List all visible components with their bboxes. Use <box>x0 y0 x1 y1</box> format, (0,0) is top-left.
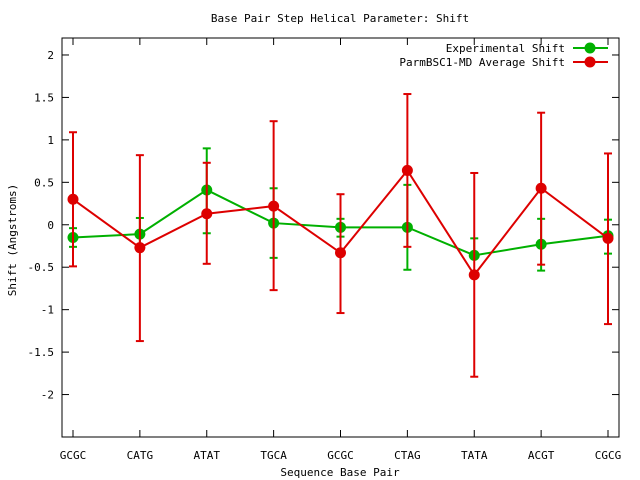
legend-label: Experimental Shift <box>446 42 565 55</box>
data-point <box>401 164 413 176</box>
y-tick-label: 0.5 <box>34 176 54 189</box>
x-tick-label: CATG <box>127 449 154 462</box>
y-tick-label: -1.5 <box>28 346 55 359</box>
legend-swatch-marker <box>584 56 596 68</box>
legend-label: ParmBSC1-MD Average Shift <box>399 56 565 69</box>
y-tick-label: 0 <box>47 219 54 232</box>
data-point <box>67 193 79 205</box>
plot-area: 2 1.5 1 0.5 0 -0.5 -1 -1.5 -2 GCGC CATG ATAT TGCA GCG… <box>28 37 622 462</box>
x-tick-label: GCGC <box>327 449 354 462</box>
x-tick-label: TGCA <box>260 449 287 462</box>
x-tick-label: CGCG <box>595 449 622 462</box>
x-tick-label: ACGT <box>528 449 555 462</box>
data-point <box>602 232 614 244</box>
data-point <box>535 182 547 194</box>
y-tick-label: -1 <box>41 304 54 317</box>
y-tick-label: -0.5 <box>28 261 55 274</box>
data-point <box>335 247 346 259</box>
data-point <box>134 242 146 254</box>
data-point <box>268 200 280 212</box>
y-axis-label: Shift (Angstroms) <box>6 184 19 297</box>
data-point <box>201 208 213 220</box>
chart-title: Base Pair Step Helical Parameter: Shift <box>211 12 469 25</box>
y-tick-label: -2 <box>41 389 54 402</box>
y-tick-label: 1 <box>47 134 54 147</box>
series-md-average <box>67 93 614 378</box>
legend-swatch-marker <box>584 42 596 54</box>
data-point <box>468 269 480 281</box>
x-tick-label: CTAG <box>394 449 421 462</box>
x-tick-label: TATA <box>461 449 488 462</box>
y-tick-label: 1.5 <box>34 91 54 104</box>
y-tick-label: 2 <box>47 49 54 62</box>
x-axis-label: Sequence Base Pair <box>280 466 400 479</box>
x-tick-label: GCGC <box>60 449 87 462</box>
x-tick-label: ATAT <box>194 449 221 462</box>
